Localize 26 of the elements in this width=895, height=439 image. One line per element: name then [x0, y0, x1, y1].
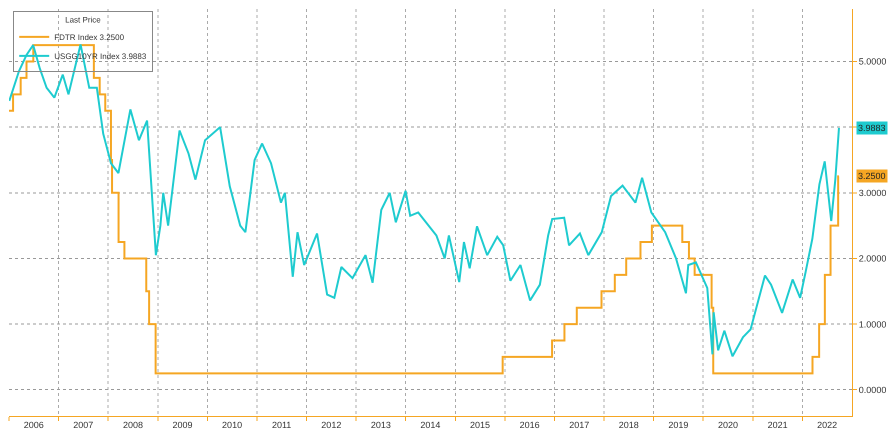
- x-tick-label: 2009: [172, 420, 193, 430]
- y-tick-label: 0.0000: [858, 384, 886, 395]
- y-tick-label: 1.0000: [858, 319, 886, 330]
- y-tick-label: 5.0000: [858, 56, 886, 67]
- x-tick-label: 2017: [569, 420, 590, 430]
- x-tick-label: 2006: [24, 420, 44, 430]
- x-tick-label: 2022: [817, 420, 838, 430]
- x-tick-label: 2014: [420, 420, 440, 430]
- x-tick-label: 2007: [73, 420, 94, 430]
- x-tick-label: 2021: [768, 420, 788, 430]
- annotation: 3.2500: [858, 171, 886, 181]
- legend-label: FDTR Index 3.2500: [54, 33, 125, 42]
- y-tick-label: 2.0000: [858, 254, 886, 264]
- x-tick-label: 2013: [370, 420, 391, 430]
- x-tick-label: 2016: [520, 420, 540, 430]
- x-tick-label: 2008: [122, 420, 143, 430]
- x-tick-label: 2018: [618, 420, 639, 430]
- y-tick-label: 3.0000: [858, 188, 886, 198]
- x-tick-label: 2015: [470, 420, 490, 430]
- legend-title: Last Price: [65, 15, 102, 24]
- x-tick-label: 2010: [222, 420, 242, 430]
- x-tick-label: 2020: [718, 420, 738, 430]
- x-tick-label: 2012: [321, 420, 342, 430]
- x-tick-label: 2019: [668, 420, 688, 430]
- annotation: 3.9883: [858, 123, 886, 133]
- x-tick-label: 2011: [272, 420, 292, 430]
